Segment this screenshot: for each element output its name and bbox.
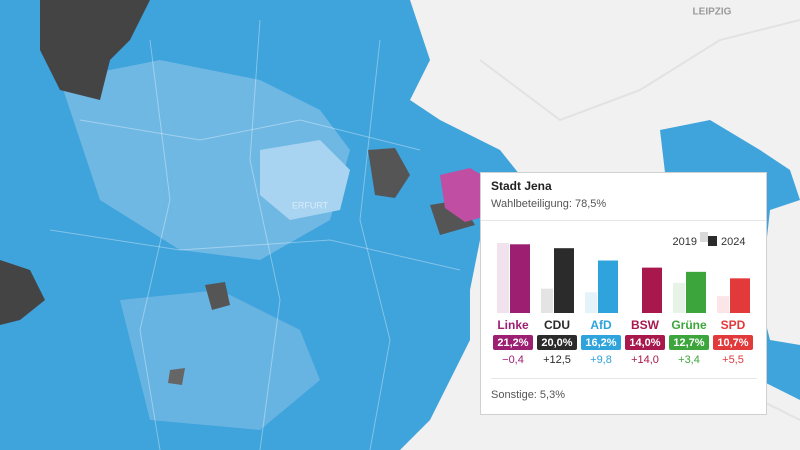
value-badge <box>669 335 709 350</box>
bar-2024 <box>598 260 618 313</box>
value-badge <box>493 335 533 350</box>
city-label: ERFURT <box>292 200 329 210</box>
bar-2024 <box>554 248 574 313</box>
party-name: BSW <box>631 318 660 332</box>
bar-2019 <box>541 288 553 313</box>
region-light-2 <box>120 290 320 430</box>
party-name: Linke <box>497 318 529 332</box>
legend-swatch <box>700 232 708 242</box>
region-dark <box>0 260 45 325</box>
city-label: LEIPZIG <box>693 7 732 18</box>
value-badge <box>581 335 621 350</box>
value-label: 20,0% <box>541 337 572 349</box>
bar-2019 <box>497 243 509 313</box>
bar-2019 <box>585 292 597 313</box>
change-label: +5,5 <box>722 354 744 366</box>
legend-swatch <box>708 236 717 246</box>
bar-2019 <box>717 296 729 313</box>
legend-label: 2019 <box>673 236 697 248</box>
legend-label: 2024 <box>721 236 745 248</box>
value-badge <box>713 335 753 350</box>
value-label: 16,2% <box>585 337 616 349</box>
value-badge <box>625 335 665 350</box>
party-name: CDU <box>544 318 570 332</box>
region-dark <box>205 282 230 310</box>
region-jena <box>440 168 490 222</box>
bar-2024 <box>642 267 662 313</box>
value-label: 12,7% <box>673 337 704 349</box>
region-light <box>60 60 350 260</box>
bar-2024 <box>730 278 750 313</box>
change-label: +9,8 <box>590 354 612 366</box>
region-dark <box>168 368 185 385</box>
bar-2024 <box>510 244 530 313</box>
tooltip: Stadt Jena Wahlbeteiligung: 78,5% Sonsti… <box>480 172 767 415</box>
tooltip-footer: Sonstige: 5,3% <box>491 389 565 401</box>
party-name: SPD <box>721 318 746 332</box>
change-label: −0,4 <box>502 354 524 366</box>
tooltip-subtitle: Wahlbeteiligung: 78,5% <box>491 198 606 210</box>
region-erfurt <box>260 140 350 220</box>
change-label: +14,0 <box>631 354 659 366</box>
value-label: 10,7% <box>717 337 748 349</box>
region-dark <box>368 148 410 198</box>
party-name: AfD <box>590 318 612 332</box>
value-label: 14,0% <box>629 337 660 349</box>
party-name: Grüne <box>671 318 707 332</box>
change-label: +3,4 <box>678 354 700 366</box>
district-borders <box>49 19 461 450</box>
value-label: 21,2% <box>497 337 528 349</box>
region-dark <box>40 0 150 100</box>
bar-2024 <box>686 271 706 313</box>
value-badge <box>537 335 577 350</box>
change-label: +12,5 <box>543 354 571 366</box>
tooltip-title: Stadt Jena <box>491 179 552 193</box>
bar-2019 <box>673 282 685 313</box>
